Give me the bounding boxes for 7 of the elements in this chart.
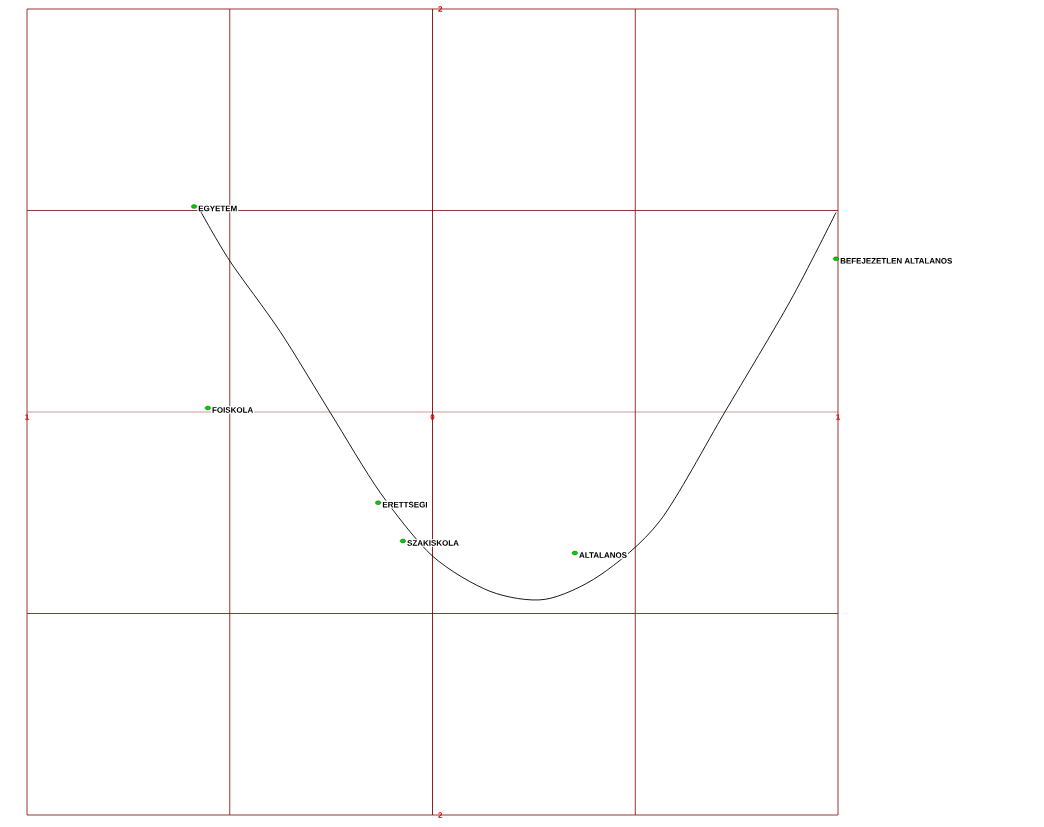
point xyxy=(571,550,578,556)
point xyxy=(204,405,211,411)
point xyxy=(191,204,198,209)
line-series xyxy=(199,210,837,601)
point xyxy=(375,500,382,505)
point xyxy=(833,256,839,261)
point xyxy=(399,538,406,544)
